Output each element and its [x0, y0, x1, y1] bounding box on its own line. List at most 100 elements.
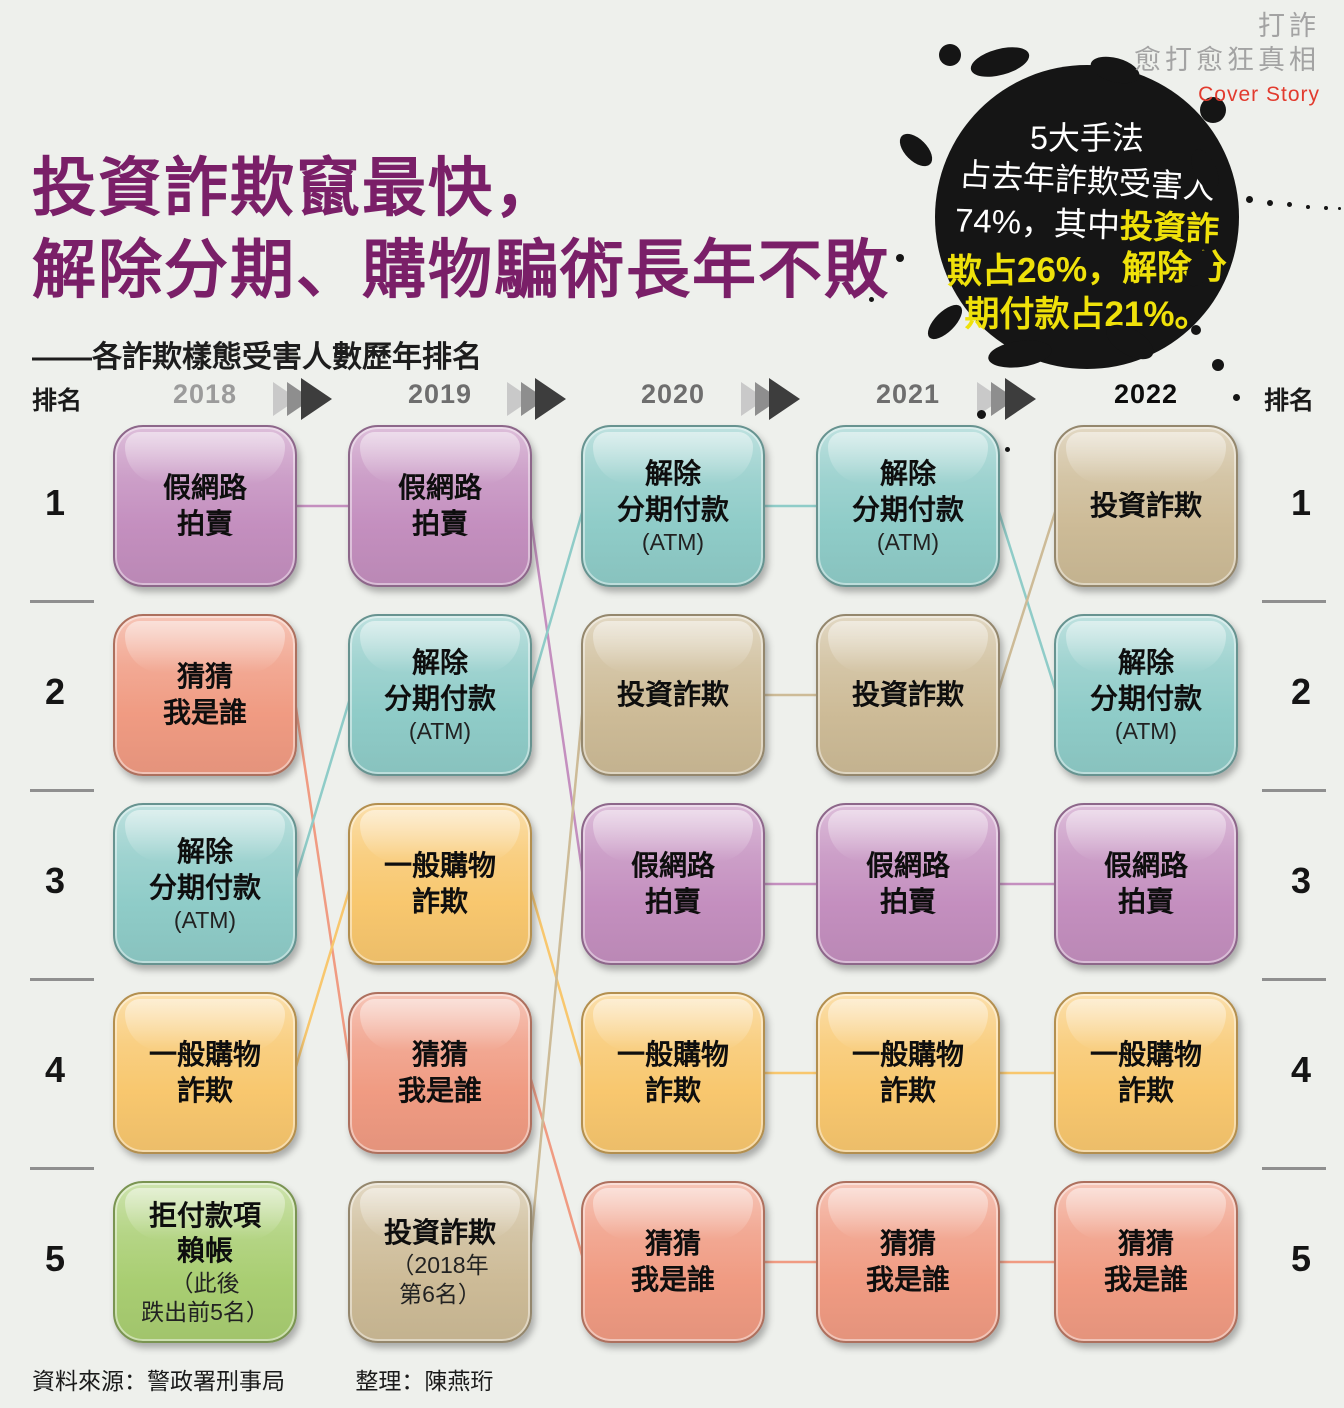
fraud-box-sublabel: (ATM)	[1090, 718, 1202, 746]
rank-number-right-5: 5	[1290, 1238, 1312, 1279]
rank-divider-left	[30, 789, 94, 792]
fraud-box-text: 猜猜 我是誰	[1104, 1226, 1188, 1298]
fraud-box-2018-rank5: 拒付款項 賴帳 （此後 跌出前5名）	[113, 1181, 297, 1343]
fraud-box-label-line: 我是誰	[630, 1264, 715, 1295]
fraud-box-text: 拒付款項 賴帳 （此後 跌出前5名）	[141, 1198, 269, 1327]
fraud-box-text: 一般購物 詐欺	[384, 848, 496, 920]
fraud-box-label-line: 詐欺	[644, 1075, 701, 1106]
fraud-box-label-line: 一般購物	[148, 1039, 261, 1071]
masthead: 打詐 愈打愈狂真相 Cover Story	[1134, 10, 1320, 107]
fraud-box-sublabel-line: 跌出前5名）	[141, 1298, 269, 1325]
ink-splatter-dot	[977, 410, 986, 419]
fraud-box-text: 一般購物 詐欺	[617, 1037, 729, 1109]
ink-splatter-dot	[1212, 359, 1224, 371]
ink-splatter-dot	[1338, 207, 1341, 210]
fraud-box-text: 一般購物 詐欺	[149, 1037, 261, 1109]
callout-line: 5大手法	[917, 117, 1257, 160]
ink-splatter-dot	[1324, 206, 1328, 210]
fraud-box-label: 一般購物 詐欺	[149, 1037, 261, 1109]
fraud-box-label-line: 詐欺	[176, 1075, 233, 1106]
fraud-box-label-line: 假網路	[1103, 850, 1188, 882]
fraud-box-label-line: 一般購物	[1089, 1039, 1202, 1071]
fraud-box-label: 猜猜 我是誰	[398, 1037, 482, 1109]
ink-splatter-dot	[1191, 325, 1201, 335]
fraud-box-label-line: 分期付款	[1089, 682, 1202, 714]
fraud-box-label-line: 分期付款	[383, 682, 496, 714]
rank-number-left-3: 3	[44, 860, 66, 901]
fraud-box-2018-rank2: 猜猜 我是誰	[113, 614, 297, 776]
fraud-box-text: 假網路 拍賣	[866, 848, 950, 920]
rank-number-right-4: 4	[1290, 1049, 1312, 1090]
rank-divider-left	[30, 1167, 94, 1170]
rank-link-atm	[527, 505, 586, 696]
fraud-box-label: 猜猜 我是誰	[1104, 1226, 1188, 1298]
rank-divider-left	[30, 600, 94, 603]
triple-arrow-icon	[740, 377, 845, 421]
fraud-box-sublabel: （2018年 第6名）	[384, 1252, 496, 1308]
page-title-line1: 投資詐欺竄最快，	[32, 153, 560, 224]
callout-text: 5大手法 占去年詐欺受害人 74%，其中投資詐 欺占26%，解除分 期付款占21%。	[917, 117, 1257, 338]
fraud-box-label-line: 投資詐欺	[616, 679, 729, 711]
fraud-box-label-line: 假網路	[162, 472, 247, 504]
fraud-box-label-line: 投資詐欺	[1089, 490, 1202, 522]
callout-segment: 占去年詐欺受害人	[958, 156, 1216, 206]
fraud-box-2021-rank5: 猜猜 我是誰	[816, 1181, 1000, 1343]
fraud-box-label-line: 解除	[879, 457, 936, 489]
year-label-2019: 2019	[407, 379, 473, 409]
fraud-box-label-line: 假網路	[865, 850, 950, 882]
fraud-box-text: 解除 分期付款 (ATM)	[384, 645, 496, 745]
fraud-box-label-line: 猜猜	[644, 1228, 701, 1260]
ink-splatter-dot	[939, 44, 961, 66]
fraud-box-sublabel-line: (ATM)	[1114, 717, 1178, 744]
fraud-box-label-line: 拍賣	[411, 508, 468, 539]
fraud-box-label: 解除 分期付款	[852, 456, 964, 528]
fraud-box-2020-rank5: 猜猜 我是誰	[581, 1181, 765, 1343]
fraud-box-sublabel-line: (ATM)	[876, 528, 940, 555]
fraud-box-2021-rank1: 解除 分期付款 (ATM)	[816, 425, 1000, 587]
fraud-box-label-line: 拍賣	[176, 508, 233, 539]
fraud-box-2018-rank1: 假網路 拍賣	[113, 425, 297, 587]
fraud-box-2020-rank2: 投資詐欺	[581, 614, 765, 776]
rank-link-auction	[527, 505, 586, 885]
arrow-triangle-icon	[534, 378, 566, 420]
fraud-box-label: 拒付款項 賴帳	[141, 1198, 269, 1270]
rank-divider-right	[1262, 600, 1326, 603]
ink-splatter-dot	[1267, 200, 1273, 206]
ink-splatter-dot	[869, 297, 874, 302]
fraud-box-text: 解除 分期付款 (ATM)	[1090, 645, 1202, 745]
callout-segment: 投資詐	[1119, 207, 1220, 248]
rank-number-left-2: 2	[44, 671, 66, 712]
ink-splatter-dot	[1246, 196, 1253, 203]
page-title: 投資詐欺竄最快， 解除分期、購物騙術長年不敗	[32, 148, 890, 312]
fraud-box-text: 假網路 拍賣	[1104, 848, 1188, 920]
callout-segment: 期付款占21%。	[964, 295, 1210, 335]
fraud-box-label: 投資詐欺	[617, 677, 729, 713]
fraud-box-sublabel-line: （此後	[170, 1270, 240, 1297]
rank-divider-right	[1262, 978, 1326, 981]
fraud-box-sublabel: (ATM)	[617, 529, 729, 557]
fraud-box-text: 一般購物 詐欺	[1090, 1037, 1202, 1109]
fraud-box-label-line: 一般購物	[851, 1039, 964, 1071]
fraud-box-label: 猜猜 我是誰	[866, 1226, 950, 1298]
fraud-box-sublabel-line: (ATM)	[408, 717, 472, 744]
fraud-box-2022-rank5: 猜猜 我是誰	[1054, 1181, 1238, 1343]
fraud-box-2022-rank1: 投資詐欺	[1054, 425, 1238, 587]
year-label-2022: 2022	[1113, 379, 1179, 409]
rank-link-atm	[292, 694, 353, 885]
fraud-box-text: 假網路 拍賣	[631, 848, 715, 920]
fraud-box-2019-rank3: 一般購物 詐欺	[348, 803, 532, 965]
fraud-box-text: 投資詐欺 （2018年 第6名）	[384, 1215, 496, 1308]
fraud-box-text: 猜猜 我是誰	[163, 659, 247, 731]
fraud-box-text: 投資詐欺	[1090, 488, 1202, 524]
fraud-box-label-line: 我是誰	[162, 697, 247, 728]
fraud-box-label: 投資詐欺	[384, 1215, 496, 1251]
source-label: 資料來源：警政署刑事局	[32, 1368, 285, 1394]
year-label-2018: 2018	[172, 379, 238, 409]
ink-splatter-dot	[1287, 202, 1292, 207]
fraud-box-label-line: 我是誰	[1103, 1264, 1188, 1295]
fraud-box-label-line: 一般購物	[383, 850, 496, 882]
fraud-box-label: 一般購物 詐欺	[1090, 1037, 1202, 1109]
fraud-box-label: 假網路 拍賣	[1104, 848, 1188, 920]
ink-splatter-dot	[1233, 394, 1240, 401]
fraud-box-2018-rank3: 解除 分期付款 (ATM)	[113, 803, 297, 965]
